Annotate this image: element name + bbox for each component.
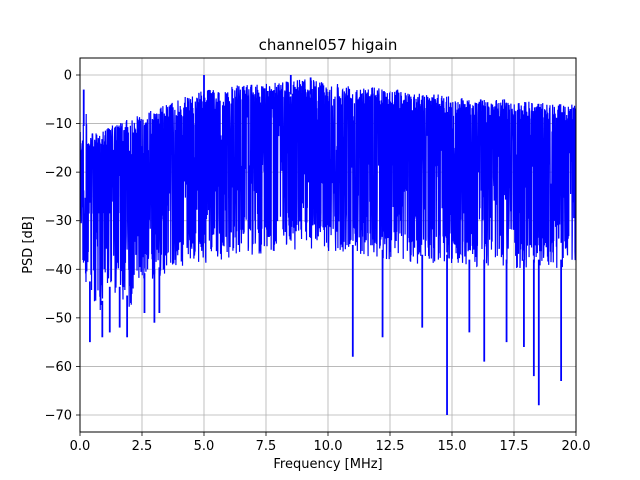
y-tick-label: −20 <box>45 166 72 181</box>
y-tick-label: −70 <box>45 409 72 424</box>
x-tick-label: 20.0 <box>562 439 591 454</box>
y-tick-label: −30 <box>45 214 72 229</box>
chart-title: channel057 higain <box>259 36 398 54</box>
y-tick-label: −40 <box>45 263 72 278</box>
plot-area <box>80 75 576 415</box>
x-tick-label: 17.5 <box>500 439 529 454</box>
x-tick-label: 12.5 <box>376 439 405 454</box>
x-axis-ticks: 0.0 2.5 5.0 7.5 10.0 12.5 15.0 17.5 20.0 <box>70 432 591 454</box>
y-axis-label: PSD [dB] <box>21 216 36 274</box>
x-tick-label: 0.0 <box>70 439 91 454</box>
y-tick-label: −50 <box>45 311 72 326</box>
x-tick-label: 5.0 <box>194 439 215 454</box>
y-tick-label: 0 <box>64 69 72 84</box>
y-tick-label: −10 <box>45 117 72 132</box>
x-tick-label: 15.0 <box>438 439 467 454</box>
psd-trace <box>80 75 576 415</box>
y-tick-label: −60 <box>45 360 72 375</box>
x-tick-label: 2.5 <box>132 439 153 454</box>
x-tick-label: 7.5 <box>256 439 277 454</box>
x-axis-label: Frequency [MHz] <box>273 457 382 472</box>
psd-line <box>80 79 576 311</box>
y-axis-ticks: 0 −10 −20 −30 −40 −50 −60 −70 <box>45 69 80 424</box>
x-tick-label: 10.0 <box>314 439 343 454</box>
